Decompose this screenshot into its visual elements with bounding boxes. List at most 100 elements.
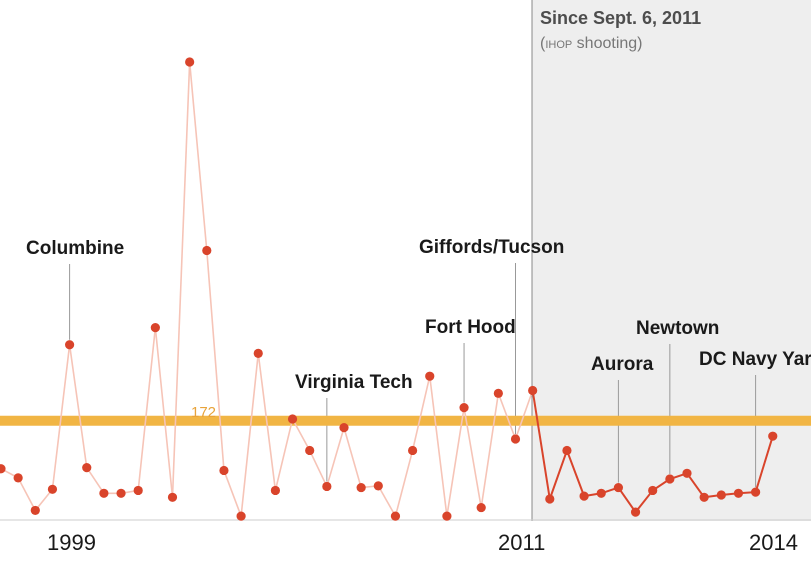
series-segment xyxy=(326,427,345,487)
annotation-label: Columbine xyxy=(26,238,124,259)
series-segment xyxy=(17,477,37,511)
data-point xyxy=(150,323,160,333)
series-segment xyxy=(566,450,586,497)
series-segment xyxy=(497,393,517,440)
highlight-period-title: Since Sept. 6, 2011 xyxy=(540,8,701,28)
data-point xyxy=(390,511,401,521)
data-point xyxy=(356,482,366,493)
series-segment xyxy=(531,390,551,500)
series-segment xyxy=(411,376,431,451)
data-point xyxy=(99,488,109,498)
data-point xyxy=(613,482,624,493)
series-segment xyxy=(754,435,774,493)
data-point xyxy=(47,484,58,494)
data-point xyxy=(202,245,212,256)
data-point xyxy=(236,511,246,521)
data-point xyxy=(630,507,641,517)
annotation-label: Newtown xyxy=(636,318,719,339)
series-segment xyxy=(154,327,174,498)
series-points xyxy=(0,57,778,521)
data-point xyxy=(287,414,298,424)
data-point xyxy=(768,431,778,441)
series-segment xyxy=(446,407,465,517)
average-label: 172 xyxy=(191,404,216,421)
series-segment xyxy=(463,407,482,508)
series-segment xyxy=(480,393,500,508)
data-point xyxy=(408,445,418,456)
data-point xyxy=(339,423,349,433)
data-point xyxy=(219,465,229,476)
highlight-period-subtitle-rest: shooting xyxy=(572,35,637,52)
x-tick-2011: 2011 xyxy=(498,530,545,555)
x-tick-1999: 1999 xyxy=(47,530,96,555)
series-segment xyxy=(274,418,294,491)
series-segment xyxy=(171,61,191,498)
series-segment xyxy=(137,327,157,491)
annotation-label: Giffords/Tucson xyxy=(419,237,564,258)
highlight-period-subtitle-caps: IHOP xyxy=(545,39,572,51)
series-segment xyxy=(188,61,208,251)
data-point xyxy=(476,502,486,513)
data-point xyxy=(322,481,332,492)
series-segment xyxy=(617,487,637,513)
series-segment xyxy=(394,450,414,517)
data-point xyxy=(733,488,744,498)
data-point xyxy=(579,491,589,501)
data-point xyxy=(699,492,709,502)
data-point xyxy=(545,494,555,504)
highlight-period-shade xyxy=(532,0,811,521)
series-segment xyxy=(240,353,260,517)
data-point xyxy=(185,57,195,67)
series-segment xyxy=(634,489,654,513)
series-segment xyxy=(308,450,328,487)
data-point xyxy=(13,473,23,483)
series-segment xyxy=(428,376,448,517)
data-point xyxy=(596,488,606,498)
series-segment xyxy=(291,418,311,451)
data-point xyxy=(270,485,280,496)
series-lines xyxy=(0,61,774,517)
data-point xyxy=(510,434,521,444)
data-point xyxy=(373,481,383,491)
data-point xyxy=(133,485,143,496)
data-point xyxy=(493,388,503,398)
data-point xyxy=(167,492,178,502)
data-point xyxy=(562,445,572,456)
annotation-leaders xyxy=(69,263,757,488)
annotation-label: DC Navy Yard xyxy=(699,349,811,370)
data-point xyxy=(459,403,469,413)
data-point xyxy=(305,445,315,456)
data-point xyxy=(682,468,692,478)
average-line xyxy=(0,415,811,426)
data-point xyxy=(253,348,263,358)
data-point xyxy=(82,462,92,473)
data-point xyxy=(116,488,126,498)
annotation-label: Aurora xyxy=(591,354,654,375)
series-segment xyxy=(68,344,88,468)
highlight-period-subtitle: (IHOP shooting) xyxy=(540,35,643,52)
annotation-labels: Columbine Virginia Tech Fort Hood Giffords/… xyxy=(26,237,811,393)
data-point xyxy=(65,340,75,350)
series-segment xyxy=(377,485,397,517)
data-point xyxy=(716,490,726,500)
series-segment xyxy=(206,250,225,471)
data-point xyxy=(648,485,658,496)
series-segment xyxy=(548,450,568,500)
series-segment xyxy=(86,467,105,494)
data-point xyxy=(442,511,452,521)
series-segment xyxy=(51,344,71,490)
data-point xyxy=(751,487,761,497)
x-tick-2014: 2014 xyxy=(749,530,798,555)
data-point xyxy=(528,385,538,396)
annotation-label: Fort Hood xyxy=(425,317,516,338)
series-segment xyxy=(223,470,242,517)
series-segment xyxy=(343,427,362,488)
data-point xyxy=(0,464,6,474)
data-point xyxy=(425,371,435,381)
series-segment xyxy=(514,390,534,440)
annotation-label: Virginia Tech xyxy=(295,372,413,393)
data-point xyxy=(30,505,40,516)
series-segment xyxy=(257,353,277,491)
